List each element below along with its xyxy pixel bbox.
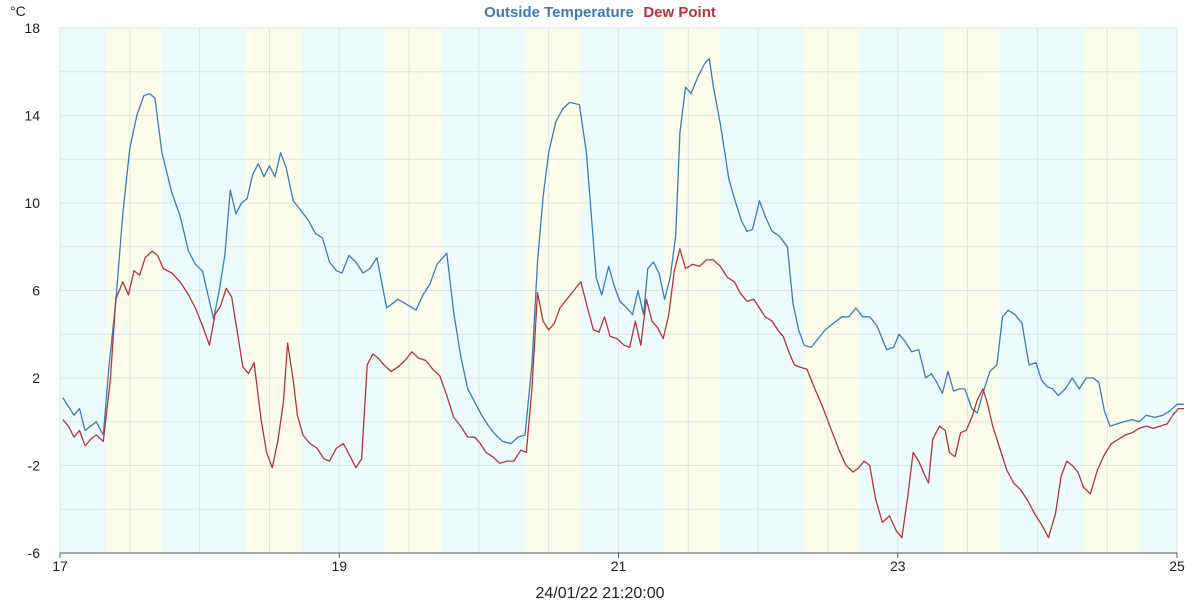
x-tick-label: 17 <box>52 558 68 574</box>
y-tick-label: 10 <box>24 195 40 211</box>
timestamp-label: 24/01/22 21:20:00 <box>535 585 664 600</box>
series-layer <box>62 57 1184 539</box>
y-axis-unit: °C <box>10 3 26 19</box>
x-tick-label: 21 <box>611 558 627 574</box>
x-axis-ticks: 17 19 21 23 25 <box>52 553 1185 574</box>
title-temperature: Outside Temperature <box>484 4 634 21</box>
y-tick-label: 6 <box>32 283 40 299</box>
grid-lines <box>59 27 1178 554</box>
y-tick-label: 14 <box>24 108 40 124</box>
chart-title: Outside Temperature Dew Point <box>484 4 716 21</box>
y-tick-label: 2 <box>32 370 40 386</box>
y-tick-label: -6 <box>28 545 41 561</box>
x-tick-label: 25 <box>1169 558 1185 574</box>
series-line-outside-temperature <box>62 57 1184 445</box>
y-tick-label: 18 <box>24 20 40 36</box>
series-line-dew-point <box>62 248 1184 539</box>
y-axis-ticks: -6 -2 2 6 10 14 18 <box>24 20 40 561</box>
x-tick-label: 23 <box>890 558 906 574</box>
x-tick-label: 19 <box>331 558 347 574</box>
title-dewpoint: Dew Point <box>643 4 716 21</box>
y-tick-label: -2 <box>28 458 41 474</box>
